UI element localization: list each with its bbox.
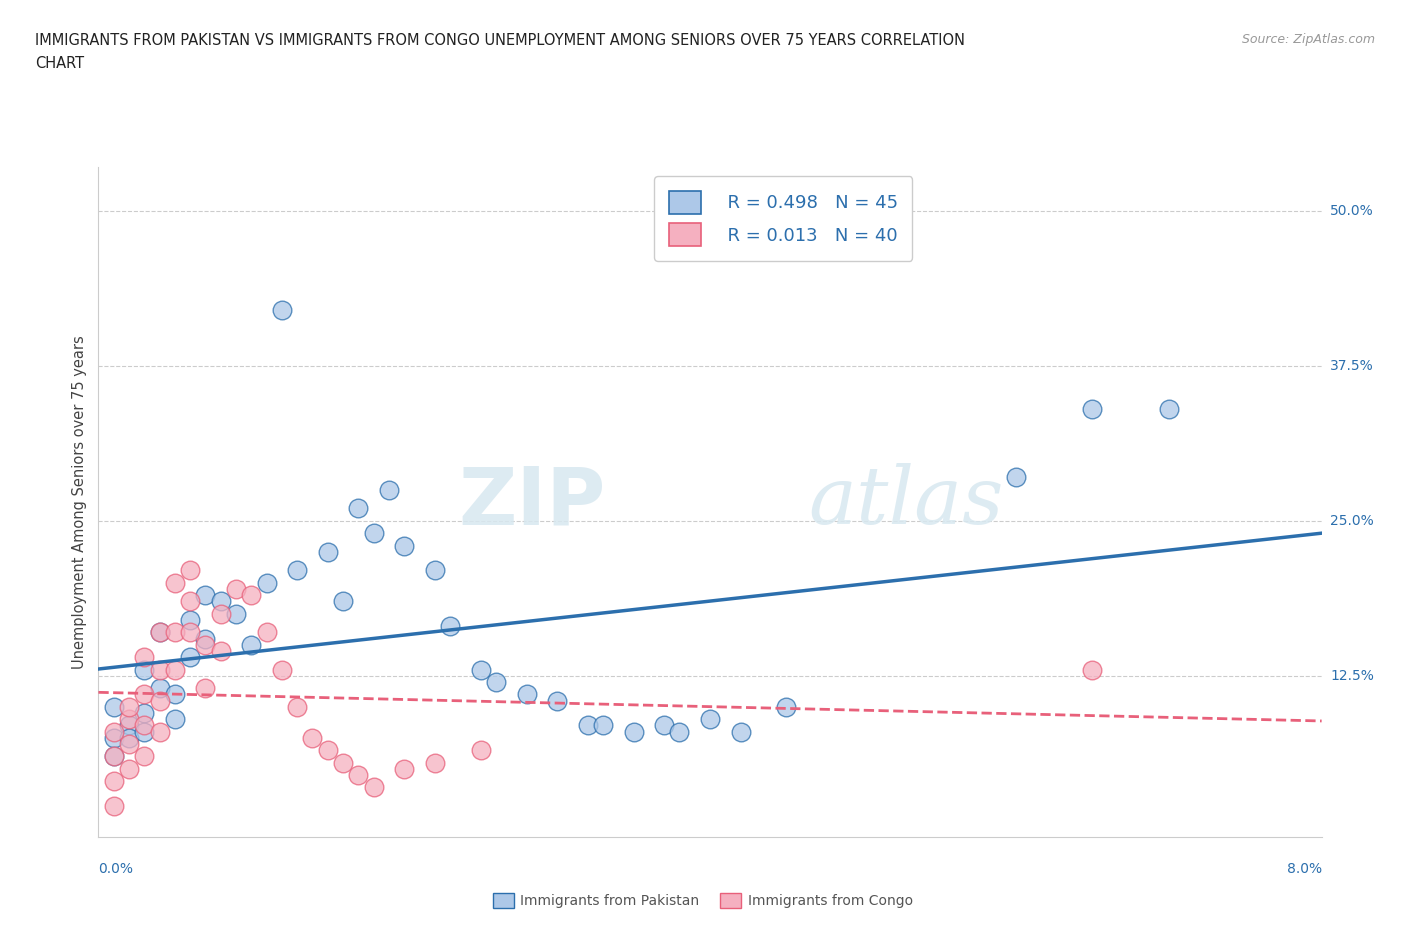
Point — [1081, 402, 1104, 417]
Point — [149, 662, 172, 677]
Point — [592, 718, 614, 733]
Point — [103, 749, 125, 764]
Point — [179, 594, 201, 609]
Point — [118, 762, 141, 777]
Point — [285, 699, 308, 714]
Point — [134, 706, 156, 721]
Point — [546, 693, 568, 708]
Point — [149, 625, 172, 640]
Point — [316, 544, 339, 559]
Point — [730, 724, 752, 739]
Point — [103, 749, 125, 764]
Point — [163, 576, 186, 591]
Y-axis label: Unemployment Among Seniors over 75 years: Unemployment Among Seniors over 75 years — [72, 336, 87, 669]
Point — [470, 743, 492, 758]
Point — [301, 730, 323, 745]
Point — [103, 774, 125, 789]
Point — [470, 662, 492, 677]
Point — [392, 538, 416, 553]
Point — [179, 613, 201, 628]
Point — [163, 662, 186, 677]
Point — [149, 724, 172, 739]
Point — [209, 644, 232, 658]
Point — [179, 563, 201, 578]
Point — [134, 718, 156, 733]
Point — [332, 755, 354, 770]
Text: Source: ZipAtlas.com: Source: ZipAtlas.com — [1241, 33, 1375, 46]
Point — [179, 625, 201, 640]
Point — [363, 525, 385, 540]
Point — [149, 681, 172, 696]
Point — [118, 737, 141, 751]
Text: IMMIGRANTS FROM PAKISTAN VS IMMIGRANTS FROM CONGO UNEMPLOYMENT AMONG SENIORS OVE: IMMIGRANTS FROM PAKISTAN VS IMMIGRANTS F… — [35, 33, 965, 47]
Point — [423, 755, 446, 770]
Point — [118, 699, 141, 714]
Point — [118, 711, 141, 726]
Point — [194, 631, 217, 646]
Text: 8.0%: 8.0% — [1286, 862, 1322, 876]
Point — [256, 576, 278, 591]
Point — [194, 637, 217, 652]
Point — [149, 625, 172, 640]
Point — [240, 637, 263, 652]
Point — [163, 687, 186, 702]
Point — [103, 730, 125, 745]
Point — [134, 650, 156, 665]
Point — [149, 693, 172, 708]
Point — [285, 563, 308, 578]
Text: 0.0%: 0.0% — [98, 862, 134, 876]
Point — [775, 699, 797, 714]
Point — [332, 594, 354, 609]
Legend:   R = 0.498   N = 45,   R = 0.013   N = 40: R = 0.498 N = 45, R = 0.013 N = 40 — [654, 177, 912, 260]
Point — [256, 625, 278, 640]
Point — [699, 711, 721, 726]
Point — [118, 718, 141, 733]
Point — [179, 650, 201, 665]
Point — [485, 674, 508, 689]
Point — [103, 724, 125, 739]
Point — [134, 724, 156, 739]
Text: 37.5%: 37.5% — [1330, 359, 1374, 373]
Point — [1004, 470, 1026, 485]
Text: CHART: CHART — [35, 56, 84, 71]
Point — [134, 687, 156, 702]
Point — [209, 594, 232, 609]
Point — [516, 687, 538, 702]
Point — [439, 618, 461, 633]
Point — [652, 718, 675, 733]
Point — [270, 662, 294, 677]
Point — [103, 799, 125, 814]
Legend: Immigrants from Pakistan, Immigrants from Congo: Immigrants from Pakistan, Immigrants fro… — [486, 888, 920, 914]
Point — [623, 724, 645, 739]
Point — [225, 606, 247, 621]
Point — [347, 767, 370, 782]
Point — [316, 743, 339, 758]
Text: 12.5%: 12.5% — [1330, 669, 1374, 683]
Point — [270, 302, 294, 317]
Point — [103, 699, 125, 714]
Text: atlas: atlas — [808, 463, 1004, 541]
Point — [134, 662, 156, 677]
Point — [163, 711, 186, 726]
Point — [194, 588, 217, 603]
Point — [225, 581, 247, 596]
Text: ZIP: ZIP — [458, 463, 606, 541]
Point — [347, 501, 370, 516]
Point — [668, 724, 690, 739]
Point — [209, 606, 232, 621]
Text: 50.0%: 50.0% — [1330, 204, 1374, 218]
Point — [378, 483, 401, 498]
Point — [240, 588, 263, 603]
Point — [392, 762, 416, 777]
Point — [423, 563, 446, 578]
Point — [118, 730, 141, 745]
Point — [363, 780, 385, 795]
Point — [576, 718, 599, 733]
Point — [1081, 662, 1104, 677]
Point — [1157, 402, 1180, 417]
Point — [163, 625, 186, 640]
Point — [194, 681, 217, 696]
Text: 25.0%: 25.0% — [1330, 513, 1374, 528]
Point — [134, 749, 156, 764]
